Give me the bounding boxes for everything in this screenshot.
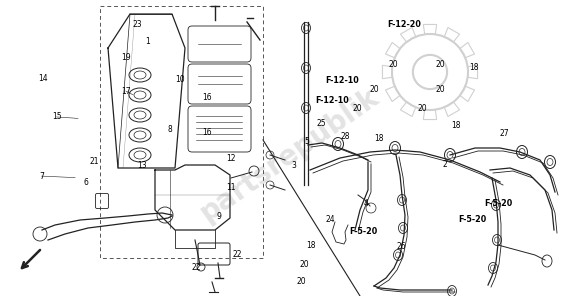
Text: 11: 11	[227, 184, 236, 192]
Text: 3: 3	[291, 161, 296, 170]
Text: 8: 8	[168, 125, 172, 134]
Text: 5: 5	[304, 137, 309, 146]
Text: partsrepublik: partsrepublik	[194, 83, 384, 227]
Text: 28: 28	[341, 132, 350, 141]
Text: F-12-10: F-12-10	[325, 76, 359, 85]
Text: 20: 20	[353, 104, 362, 113]
Text: 20: 20	[297, 277, 306, 286]
Text: 6: 6	[83, 178, 88, 187]
Text: 12: 12	[227, 154, 236, 163]
Text: 13: 13	[137, 161, 146, 170]
Text: 16: 16	[202, 93, 212, 102]
Text: 20: 20	[300, 260, 309, 269]
Text: 20: 20	[388, 60, 398, 69]
Text: 18: 18	[451, 121, 460, 130]
Text: 14: 14	[39, 74, 48, 83]
Text: F-5-20: F-5-20	[349, 227, 377, 236]
Text: 26: 26	[397, 242, 406, 251]
Text: 18: 18	[469, 63, 479, 72]
Text: F-5-20: F-5-20	[484, 199, 512, 208]
Text: 22: 22	[192, 263, 201, 272]
Text: 9: 9	[216, 212, 221, 221]
Text: 15: 15	[52, 112, 61, 121]
Text: 23: 23	[132, 20, 142, 29]
Text: 10: 10	[176, 75, 185, 84]
Text: 16: 16	[202, 128, 212, 137]
Text: 1: 1	[145, 37, 150, 46]
Text: 22: 22	[232, 250, 242, 259]
Text: 25: 25	[317, 119, 326, 128]
Text: 19: 19	[121, 53, 131, 62]
Text: 7: 7	[39, 172, 44, 181]
Text: 20: 20	[436, 60, 445, 69]
Text: F-12-10: F-12-10	[316, 96, 349, 104]
Text: F-5-20: F-5-20	[459, 215, 487, 224]
Text: 24: 24	[326, 215, 335, 224]
Text: 4: 4	[364, 199, 368, 208]
Bar	[100, 6, 263, 258]
Text: F-12-20: F-12-20	[388, 20, 421, 29]
Text: 18: 18	[306, 241, 316, 250]
Text: 27: 27	[500, 129, 509, 138]
Text: 20: 20	[417, 104, 427, 113]
Text: 20: 20	[370, 85, 379, 94]
Text: 20: 20	[436, 85, 445, 94]
Text: 18: 18	[374, 134, 383, 143]
Text: 17: 17	[121, 87, 131, 96]
Text: 2: 2	[443, 160, 447, 169]
Text: 21: 21	[90, 157, 99, 166]
